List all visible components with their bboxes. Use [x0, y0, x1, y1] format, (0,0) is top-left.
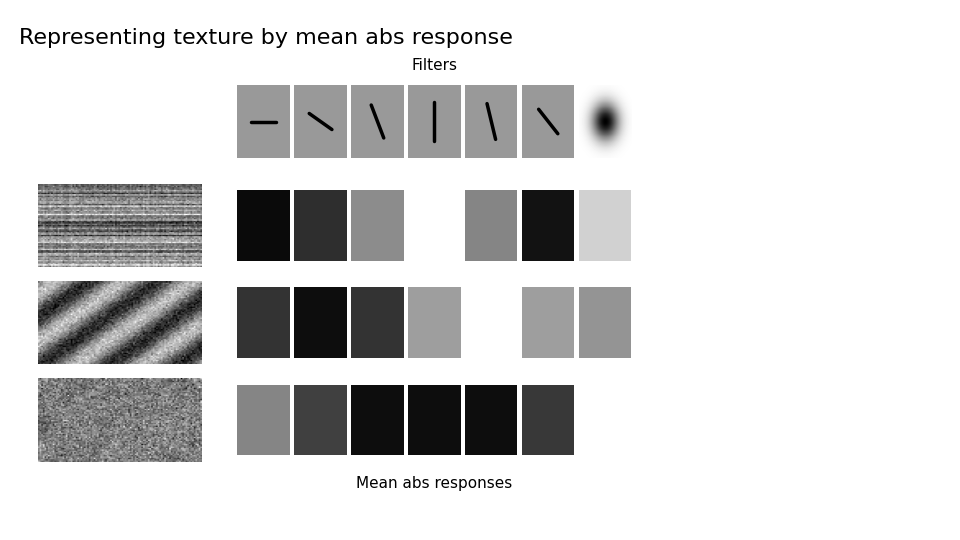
Text: Filters: Filters — [412, 58, 457, 72]
FancyBboxPatch shape — [579, 85, 632, 158]
FancyBboxPatch shape — [295, 287, 347, 358]
FancyBboxPatch shape — [408, 85, 461, 158]
FancyBboxPatch shape — [351, 85, 403, 158]
FancyBboxPatch shape — [522, 190, 574, 261]
FancyBboxPatch shape — [237, 384, 290, 455]
FancyBboxPatch shape — [466, 85, 517, 158]
Text: Representing texture by mean abs response: Representing texture by mean abs respons… — [19, 28, 513, 48]
FancyBboxPatch shape — [351, 190, 403, 261]
FancyBboxPatch shape — [522, 384, 574, 455]
FancyBboxPatch shape — [522, 85, 574, 158]
FancyBboxPatch shape — [408, 190, 461, 261]
FancyBboxPatch shape — [408, 287, 461, 358]
FancyBboxPatch shape — [466, 384, 517, 455]
FancyBboxPatch shape — [351, 384, 403, 455]
FancyBboxPatch shape — [579, 384, 632, 455]
FancyBboxPatch shape — [466, 287, 517, 358]
FancyBboxPatch shape — [351, 287, 403, 358]
FancyBboxPatch shape — [295, 85, 347, 158]
FancyBboxPatch shape — [579, 287, 632, 358]
FancyBboxPatch shape — [579, 190, 632, 261]
FancyBboxPatch shape — [466, 190, 517, 261]
Text: Mean abs responses: Mean abs responses — [356, 476, 513, 491]
FancyBboxPatch shape — [237, 85, 290, 158]
FancyBboxPatch shape — [295, 190, 347, 261]
FancyBboxPatch shape — [237, 190, 290, 261]
FancyBboxPatch shape — [237, 287, 290, 358]
FancyBboxPatch shape — [295, 384, 347, 455]
FancyBboxPatch shape — [522, 287, 574, 358]
FancyBboxPatch shape — [408, 384, 461, 455]
